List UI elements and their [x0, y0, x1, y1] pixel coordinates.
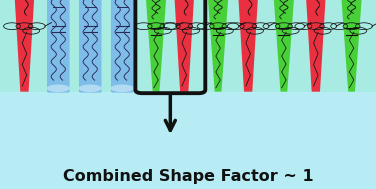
Polygon shape: [203, 0, 233, 92]
FancyBboxPatch shape: [111, 0, 133, 93]
Ellipse shape: [47, 84, 70, 92]
Bar: [0, 92, 376, 189]
Polygon shape: [141, 0, 171, 92]
FancyBboxPatch shape: [47, 0, 70, 93]
Polygon shape: [170, 0, 199, 92]
Ellipse shape: [111, 84, 134, 92]
Ellipse shape: [79, 84, 102, 92]
Polygon shape: [234, 0, 262, 92]
Polygon shape: [11, 0, 39, 92]
Polygon shape: [302, 0, 330, 92]
Polygon shape: [336, 0, 367, 92]
Text: Combined Shape Factor ~ 1: Combined Shape Factor ~ 1: [63, 169, 313, 184]
FancyBboxPatch shape: [79, 0, 102, 93]
Polygon shape: [268, 0, 299, 92]
